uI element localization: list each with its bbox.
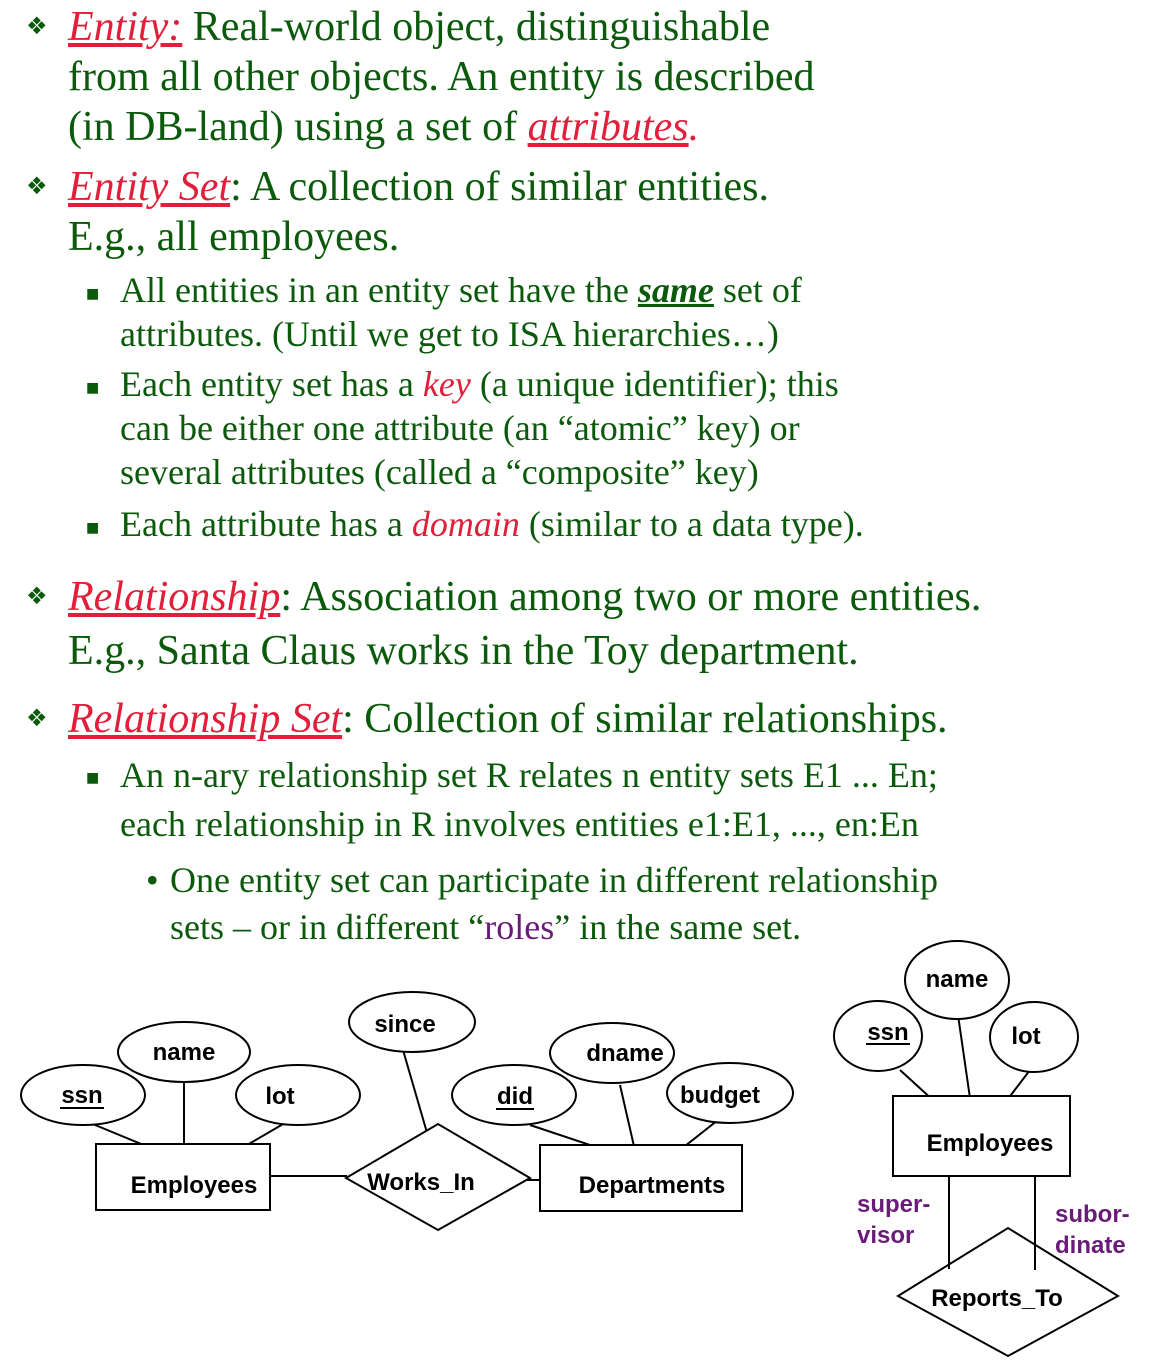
entity-line2: from all other objects. An entity is des… [68,54,815,100]
label-works-in: Works_In [367,1169,475,1196]
connector-line [619,1084,637,1156]
term-key: key [422,364,471,404]
entity-set-line2: E.g., all employees. [68,214,400,260]
diamond-bullet-icon: ❖ [26,582,48,610]
label-since: since [374,1011,435,1038]
label-departments: Departments [579,1172,726,1199]
entity-employees-box [95,1143,271,1211]
attr-ssn-ellipse [20,1064,146,1126]
role-supervisor-line2: visor [857,1222,914,1249]
label-dname: dname [586,1040,663,1067]
attr-ssn-ellipse-2 [833,1000,923,1072]
attr-dname-ellipse [549,1022,675,1084]
entity-set-bullet2-line2: can be either one attribute (an “atomic”… [120,408,800,448]
entity-set-bullet2-line1: Each entity set has a key (a unique iden… [120,364,839,404]
entity-set-bullet2-line3: several attributes (called a “composite”… [120,452,759,492]
role-subordinate-line1: subor- [1055,1201,1130,1228]
term-relationship-set: Relationship Set [68,696,343,742]
term-relationship: Relationship [68,574,281,620]
label-employees: Employees [131,1172,258,1199]
label-name: name [153,1039,216,1066]
diamond-bullet-icon: ❖ [26,12,48,40]
label-budget: budget [680,1082,760,1109]
entity-line1: Entity: Real-world object, distinguishab… [68,4,771,50]
attr-since-ellipse [348,991,476,1053]
relationship-line1: Relationship: Association among two or m… [68,574,982,620]
term-entity: Entity: [68,4,183,50]
label-did: did [497,1083,533,1110]
attr-budget-ellipse [666,1062,794,1124]
square-bullet-icon: ■ [86,520,100,536]
relationship-set-line1: Relationship Set: Collection of similar … [68,696,948,742]
relationship-set-sub1-line1: An n-ary relationship set R relates n en… [120,755,938,795]
entity-set-line1: Entity Set: A collection of similar enti… [68,164,770,210]
attr-name-ellipse-2 [904,940,1010,1020]
attr-lot-ellipse-2 [989,1001,1079,1073]
entity-set-bullet1-line2: attributes. (Until we get to ISA hierarc… [120,314,779,354]
attr-lot-ellipse [235,1064,361,1126]
relationship-set-sub1-line2: each relationship in R involves entities… [120,804,919,844]
diamond-bullet-icon: ❖ [26,704,48,732]
term-attributes: attributes [527,104,689,150]
relationship-set-sub2-line2: sets – or in different “roles” in the sa… [170,907,802,947]
entity-employees-box-2 [892,1095,1071,1177]
square-bullet-icon: ■ [86,286,100,302]
label-lot: lot [265,1083,294,1110]
term-domain: domain [411,504,520,544]
label-lot-2: lot [1011,1023,1040,1050]
square-bullet-icon: ■ [86,770,100,786]
entity-departments-box [539,1144,743,1212]
label-ssn: ssn [61,1082,102,1109]
relationship-line2: E.g., Santa Claus works in the Toy depar… [68,628,859,674]
entity-line3: (in DB-land) using a set of attributes. [68,104,700,150]
emphasis-same: same [637,270,714,310]
role-subordinate-line2: dinate [1055,1232,1126,1259]
role-supervisor-line1: super- [857,1191,930,1218]
entity-set-bullet3: Each attribute has a domain (similar to … [120,504,864,544]
dot-bullet-icon: • [146,860,159,900]
square-bullet-icon: ■ [86,380,100,396]
label-reports-to: Reports_To [931,1285,1063,1312]
label-name-2: name [926,966,989,993]
diamond-bullet-icon: ❖ [26,172,48,200]
relationship-set-sub2-line1: One entity set can participate in differ… [170,860,939,900]
relationship-works-in-diamond [343,1122,533,1232]
connector-line [402,1049,431,1144]
term-roles: roles [484,907,555,947]
entity-set-bullet1-line1: All entities in an entity set have the s… [120,270,802,310]
label-ssn-2: ssn [867,1019,908,1046]
relationship-reports-to-diamond [896,1226,1120,1358]
term-entity-set: Entity Set [68,164,231,210]
label-employees-2: Employees [927,1130,1054,1157]
attr-did-ellipse [451,1064,577,1126]
attr-name-ellipse [117,1021,251,1083]
